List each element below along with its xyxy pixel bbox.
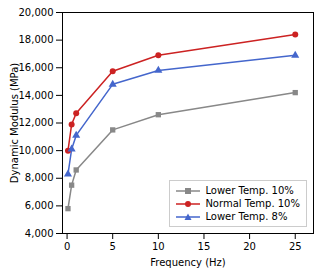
svg-text:20: 20	[243, 241, 256, 252]
svg-text:10,000: 10,000	[19, 145, 54, 156]
svg-text:4,000: 4,000	[25, 228, 54, 239]
svg-text:8,000: 8,000	[25, 172, 54, 183]
svg-text:6,000: 6,000	[25, 200, 54, 211]
svg-text:25: 25	[289, 241, 302, 252]
svg-text:10: 10	[152, 241, 165, 252]
svg-text:20,000: 20,000	[19, 7, 54, 18]
svg-text:0: 0	[64, 241, 70, 252]
svg-text:Frequency (Hz): Frequency (Hz)	[150, 257, 226, 268]
svg-text:14,000: 14,000	[19, 90, 54, 101]
html-text:Lower Temp. 8%: Lower Temp. 8%	[205, 211, 288, 222]
svg-text:12,000: 12,000	[19, 117, 54, 128]
html-text:Lower Temp. 10%: Lower Temp. 10%	[205, 185, 294, 196]
svg-text:Dynamic Modulus (MPa): Dynamic Modulus (MPa)	[9, 63, 20, 183]
svg-text:18,000: 18,000	[19, 34, 54, 45]
svg-text:16,000: 16,000	[19, 62, 54, 73]
html-text:Normal Temp. 10%: Normal Temp. 10%	[205, 198, 300, 209]
svg-text:15: 15	[198, 241, 211, 252]
svg-text:5: 5	[110, 241, 116, 252]
